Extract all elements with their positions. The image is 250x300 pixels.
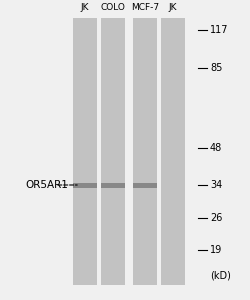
Text: 34: 34 [210,180,222,190]
Text: 117: 117 [210,25,229,35]
Text: 19: 19 [210,245,222,255]
Bar [161,18,185,285]
Text: 26: 26 [210,213,222,223]
Bar [101,182,125,188]
Bar [73,182,97,188]
Text: COLO: COLO [100,3,126,12]
Text: 85: 85 [210,63,222,73]
Text: MCF-7: MCF-7 [131,3,159,12]
Text: OR5AR1: OR5AR1 [25,180,68,190]
Text: JK: JK [81,3,89,12]
Text: JK: JK [169,3,177,12]
Bar [73,18,97,285]
Bar [133,182,157,188]
Bar [101,18,125,285]
Text: 48: 48 [210,143,222,153]
Text: (kD): (kD) [210,270,231,280]
Bar [133,18,157,285]
